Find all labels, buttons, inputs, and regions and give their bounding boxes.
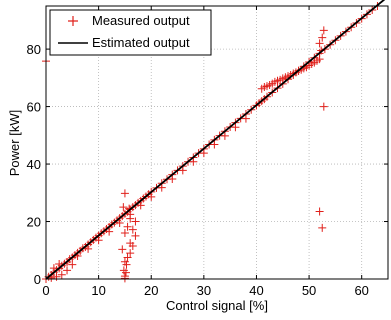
measured-point bbox=[120, 229, 129, 238]
y-tick-label: 20 bbox=[27, 215, 41, 230]
measured-point bbox=[241, 114, 250, 123]
measured-point bbox=[131, 231, 140, 240]
axes-box bbox=[45, 5, 389, 280]
x-tick-label: 0 bbox=[42, 283, 49, 298]
legend-entry-measured: Measured output bbox=[68, 13, 190, 28]
measured-point bbox=[49, 264, 58, 273]
legend-label-estimated: Estimated output bbox=[92, 35, 190, 50]
measured-point bbox=[210, 140, 219, 149]
measured-point bbox=[189, 157, 198, 166]
measured-point bbox=[119, 266, 128, 275]
x-tick-label: 30 bbox=[197, 283, 211, 298]
measured-point bbox=[220, 131, 229, 140]
x-tick-label: 10 bbox=[91, 283, 105, 298]
measured-point bbox=[123, 253, 132, 262]
measured-point bbox=[68, 260, 77, 269]
measured-point bbox=[63, 266, 72, 275]
x-axis-label: Control signal [%] bbox=[166, 298, 268, 313]
measured-point bbox=[84, 244, 93, 253]
y-tick-label: 60 bbox=[27, 100, 41, 115]
measured-point bbox=[315, 55, 324, 64]
x-tick-label: 40 bbox=[249, 283, 263, 298]
measured-point bbox=[120, 189, 129, 198]
measured-point bbox=[315, 39, 324, 48]
measured-point bbox=[318, 223, 327, 232]
legend-measured-marker-icon bbox=[68, 16, 78, 26]
measured-point bbox=[128, 225, 137, 234]
measured-point bbox=[199, 149, 208, 158]
measured-point bbox=[131, 217, 140, 226]
y-tick-label: 40 bbox=[27, 157, 41, 172]
measured-point bbox=[120, 257, 129, 266]
y-tick-label: 0 bbox=[34, 272, 41, 287]
x-tick-label: 60 bbox=[354, 283, 368, 298]
y-axis-label: Power [kW] bbox=[7, 110, 22, 176]
measured-point bbox=[123, 222, 132, 231]
measured-point bbox=[126, 249, 135, 258]
axes-layer bbox=[45, 5, 389, 280]
measured-point bbox=[168, 174, 177, 183]
x-tick-label: 50 bbox=[302, 283, 316, 298]
legend-entry-estimated: Estimated output bbox=[58, 35, 190, 50]
measured-point bbox=[115, 218, 124, 227]
measured-point bbox=[118, 245, 127, 254]
measured-point bbox=[315, 207, 324, 216]
measured-point bbox=[55, 260, 64, 269]
measured-point bbox=[178, 166, 187, 175]
measured-point bbox=[318, 33, 327, 42]
measured-point bbox=[157, 183, 166, 192]
measured-point bbox=[319, 26, 328, 35]
measured-point bbox=[119, 203, 128, 212]
data-layer bbox=[42, 0, 386, 283]
estimated-line bbox=[45, 0, 386, 280]
legend: Measured output Estimated output bbox=[49, 9, 212, 56]
legend-label-measured: Measured output bbox=[92, 13, 190, 28]
y-tick-label: 80 bbox=[27, 42, 41, 57]
measured-point bbox=[136, 201, 145, 210]
measured-point bbox=[126, 214, 135, 223]
measured-point bbox=[147, 192, 156, 201]
ticks-layer: 0 10 20 30 40 50 60 0 20 40 60 80 bbox=[27, 6, 388, 298]
measured-point bbox=[105, 227, 114, 236]
legend-box bbox=[49, 9, 212, 56]
measured-point bbox=[126, 239, 135, 248]
measured-point bbox=[319, 102, 328, 111]
measured-point bbox=[94, 236, 103, 245]
measured-point bbox=[57, 270, 66, 279]
measured-point bbox=[231, 123, 240, 132]
x-tick-label: 20 bbox=[144, 283, 158, 298]
